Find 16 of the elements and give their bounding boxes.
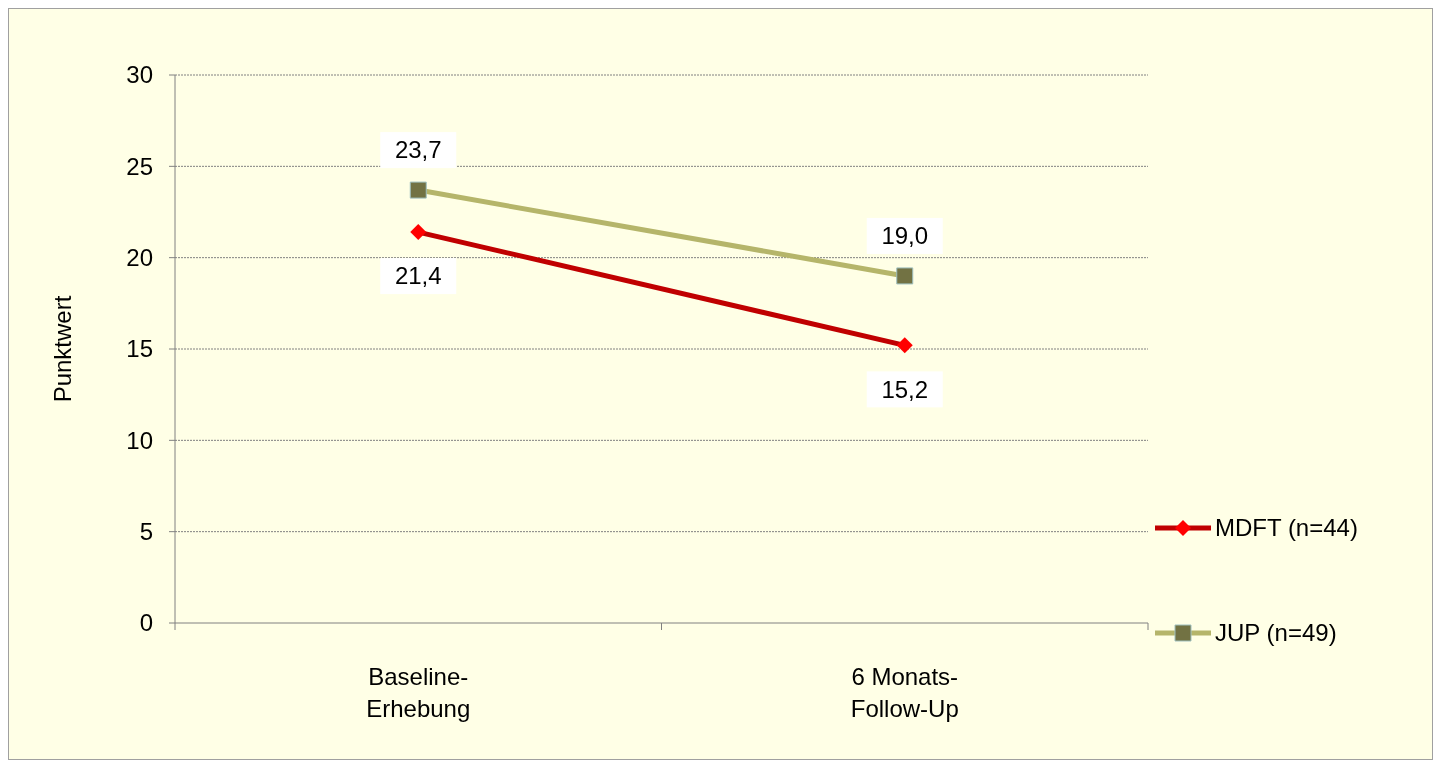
y-tick-label: 0 xyxy=(139,609,153,637)
legend-label: JUP (n=49) xyxy=(1215,619,1337,647)
data-label: 21,4 xyxy=(394,262,442,290)
y-axis-title: Punktwert xyxy=(49,295,76,403)
x-tick-label: Baseline- Erhebung xyxy=(366,663,471,722)
legend-label: MDFT (n=44) xyxy=(1215,514,1358,542)
data-label: 19,0 xyxy=(881,222,929,250)
y-tick-label: 10 xyxy=(126,426,153,454)
y-tick-label: 15 xyxy=(126,335,153,363)
data-label: 23,7 xyxy=(394,136,442,164)
y-tick-label: 20 xyxy=(126,244,153,272)
x-tick-label: 6 Monats- Follow-Up xyxy=(850,663,959,722)
y-tick-label: 5 xyxy=(139,518,153,546)
y-tick-label: 30 xyxy=(126,61,153,89)
data-label: 15,2 xyxy=(881,375,929,403)
y-tick-label: 25 xyxy=(126,152,153,180)
